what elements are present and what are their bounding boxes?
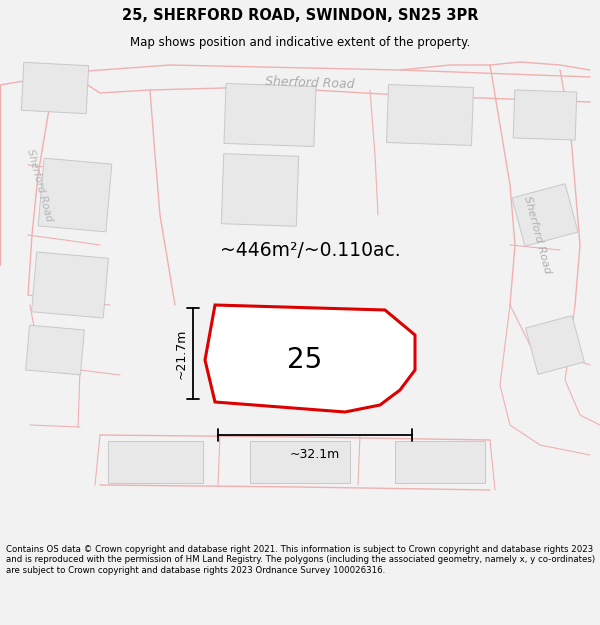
Polygon shape (38, 158, 112, 232)
Polygon shape (395, 441, 485, 483)
Text: ~21.7m: ~21.7m (175, 328, 187, 379)
Text: ~32.1m: ~32.1m (290, 449, 340, 461)
Polygon shape (513, 90, 577, 140)
Polygon shape (26, 325, 85, 375)
Text: Map shows position and indicative extent of the property.: Map shows position and indicative extent… (130, 36, 470, 49)
Text: Contains OS data © Crown copyright and database right 2021. This information is : Contains OS data © Crown copyright and d… (6, 545, 595, 575)
Polygon shape (224, 84, 316, 146)
Text: ~446m²/~0.110ac.: ~446m²/~0.110ac. (220, 241, 400, 259)
Polygon shape (386, 84, 473, 146)
Text: Sherford Road: Sherford Road (265, 75, 355, 91)
Polygon shape (107, 441, 203, 483)
Polygon shape (248, 317, 370, 390)
Polygon shape (32, 252, 109, 318)
Polygon shape (250, 441, 350, 483)
Polygon shape (205, 305, 415, 412)
Polygon shape (526, 316, 584, 374)
Text: Sherford Road: Sherford Road (26, 148, 55, 222)
Polygon shape (512, 184, 578, 246)
Polygon shape (221, 154, 299, 226)
Text: 25: 25 (287, 346, 323, 374)
Text: 25, SHERFORD ROAD, SWINDON, SN25 3PR: 25, SHERFORD ROAD, SWINDON, SN25 3PR (122, 8, 478, 23)
Text: Sherford Road: Sherford Road (522, 195, 552, 275)
Polygon shape (21, 62, 89, 114)
